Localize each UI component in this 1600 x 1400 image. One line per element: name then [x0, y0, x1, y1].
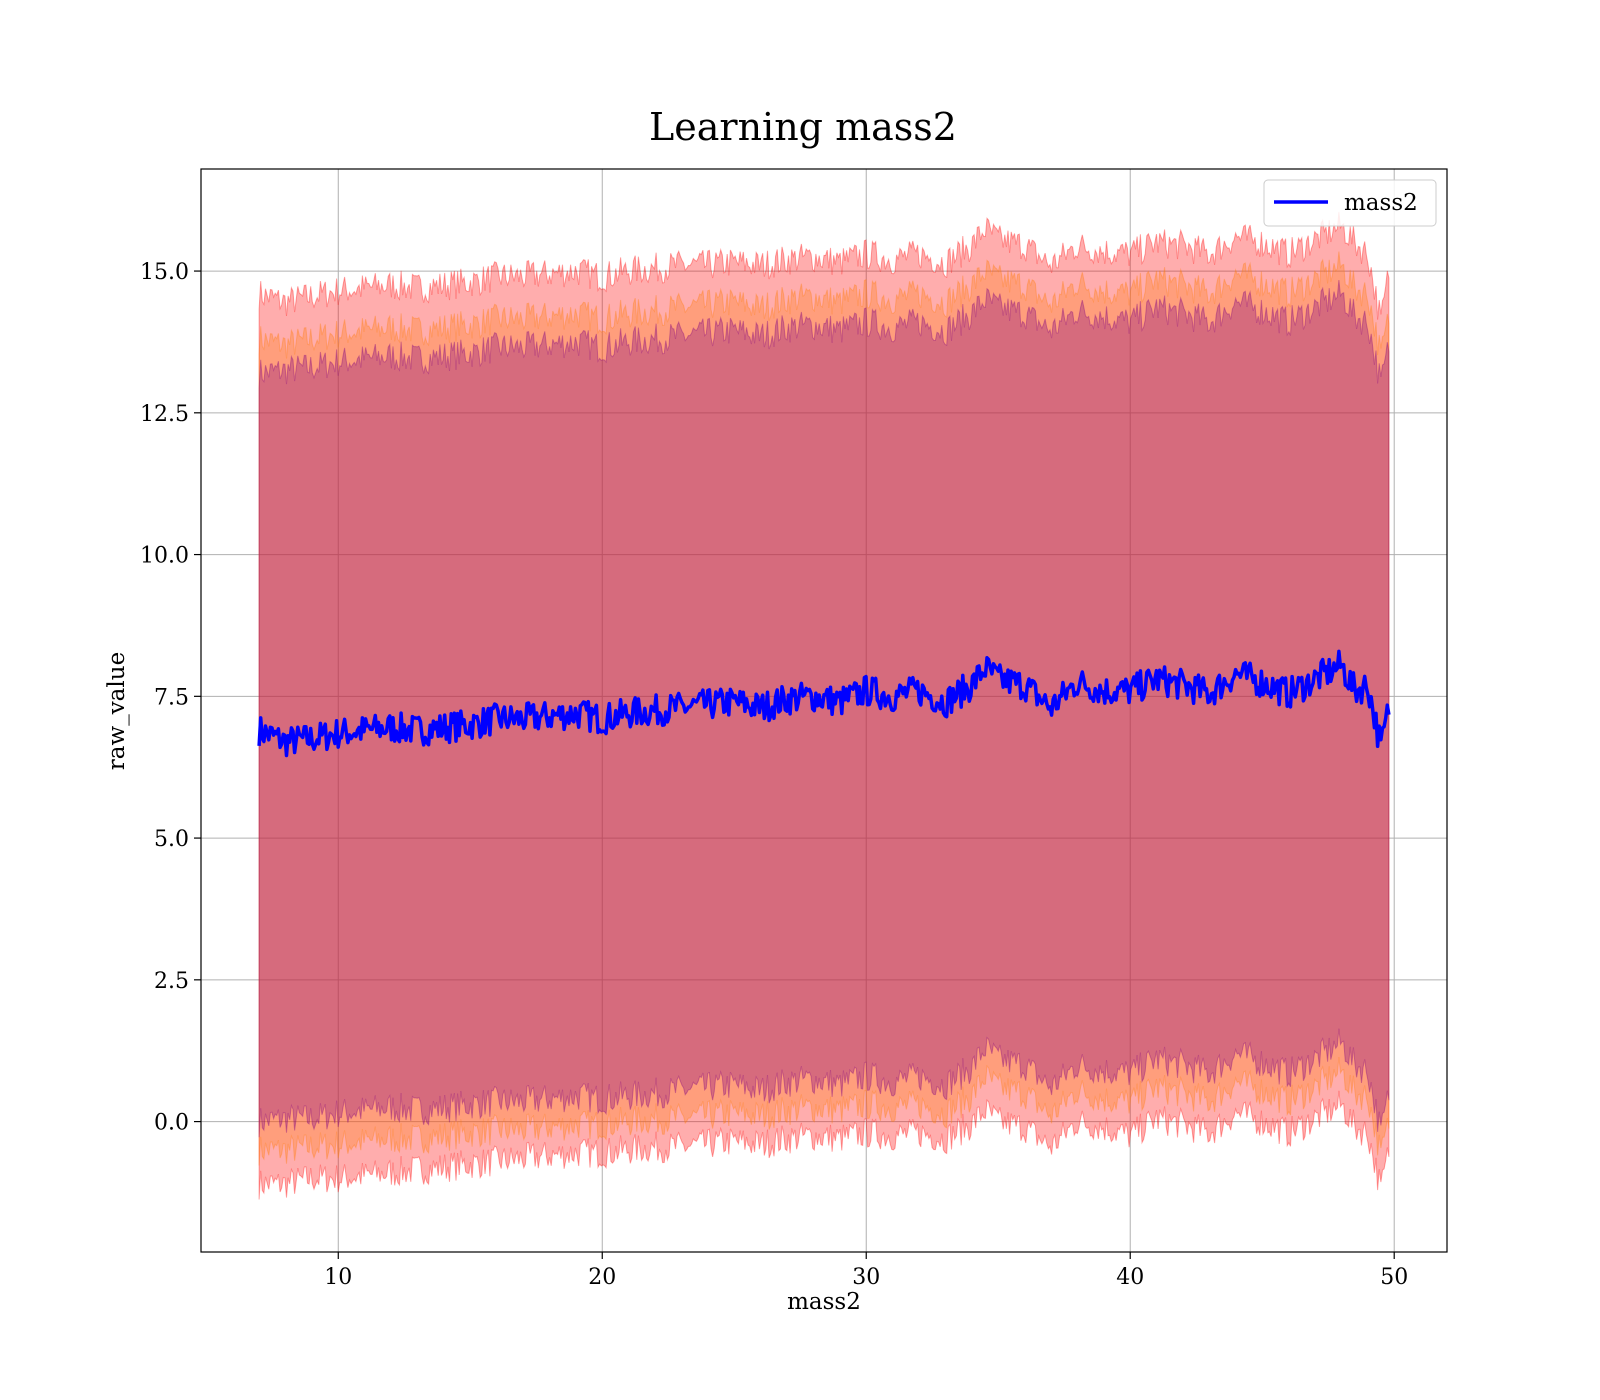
- series-line-mass2: [257, 649, 1391, 758]
- y-tick-label: 7.5: [154, 685, 189, 710]
- band-middle: [258, 251, 1390, 1166]
- x-axis-label: mass2: [787, 1289, 861, 1315]
- x-tick-label: 50: [1380, 1265, 1408, 1290]
- x-axis-ticks: 10 20 30 40 50: [324, 1252, 1408, 1290]
- y-axis-ticks: 0.0 2.5 5.0 7.5 10.0 12.5 15.0: [140, 260, 201, 1136]
- legend: mass2: [1263, 179, 1437, 227]
- y-tick-label: 12.5: [140, 402, 189, 427]
- band-inner: [258, 279, 1390, 1138]
- legend-label-mass2: mass2: [1344, 190, 1418, 216]
- x-tick-label: 10: [324, 1265, 352, 1290]
- y-tick-label: 0.0: [154, 1111, 189, 1136]
- chart-title: Learning mass2: [649, 105, 957, 149]
- series-lines: [257, 649, 1391, 758]
- x-tick-label: 20: [588, 1265, 616, 1290]
- x-tick-label: 40: [1116, 1265, 1144, 1290]
- legend-box: [1263, 179, 1437, 227]
- plot-area: [200, 168, 1448, 1253]
- y-axis-label: raw_value: [104, 652, 130, 770]
- y-tick-label: 2.5: [154, 969, 189, 994]
- y-tick-label: 5.0: [154, 827, 189, 852]
- y-tick-label: 15.0: [140, 260, 189, 285]
- x-tick-label: 30: [852, 1265, 880, 1290]
- plot-frame: [200, 168, 1448, 1253]
- y-tick-label: 10.0: [140, 544, 189, 569]
